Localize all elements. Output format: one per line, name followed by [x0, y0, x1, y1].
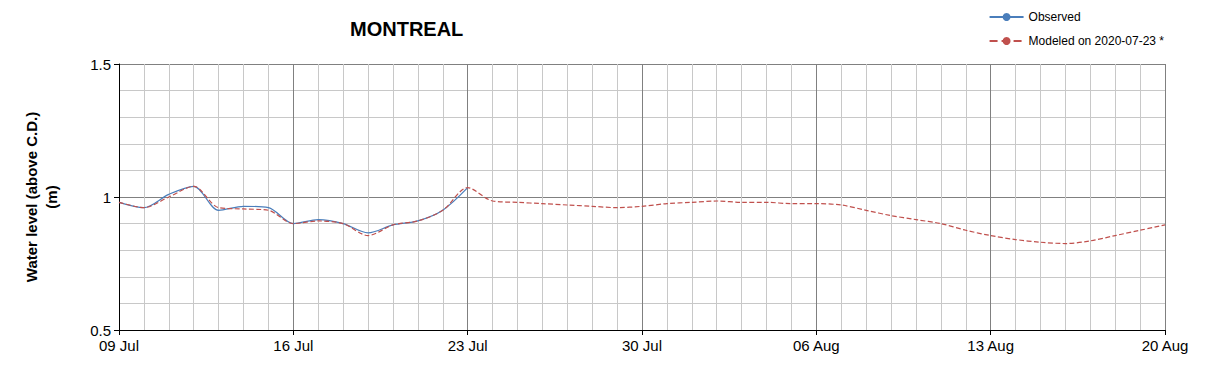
svg-text:1: 1 — [103, 189, 111, 206]
svg-text:09 Jul: 09 Jul — [99, 337, 139, 354]
svg-text:Modeled on 2020-07-23 *: Modeled on 2020-07-23 * — [1029, 34, 1165, 48]
svg-text:06 Aug: 06 Aug — [793, 337, 840, 354]
svg-text:30 Jul: 30 Jul — [622, 337, 662, 354]
svg-text:Observed: Observed — [1029, 10, 1081, 24]
svg-text:MONTREAL: MONTREAL — [350, 18, 463, 40]
svg-text:23 Jul: 23 Jul — [448, 337, 488, 354]
svg-text:1.5: 1.5 — [90, 56, 111, 73]
svg-text:13 Aug: 13 Aug — [967, 337, 1014, 354]
svg-text:Water level (above C.D.): Water level (above C.D.) — [23, 112, 40, 282]
svg-text:16 Jul: 16 Jul — [273, 337, 313, 354]
svg-text:0.5: 0.5 — [90, 322, 111, 339]
svg-text:20 Aug: 20 Aug — [1142, 337, 1189, 354]
svg-text:(m): (m) — [43, 185, 60, 208]
